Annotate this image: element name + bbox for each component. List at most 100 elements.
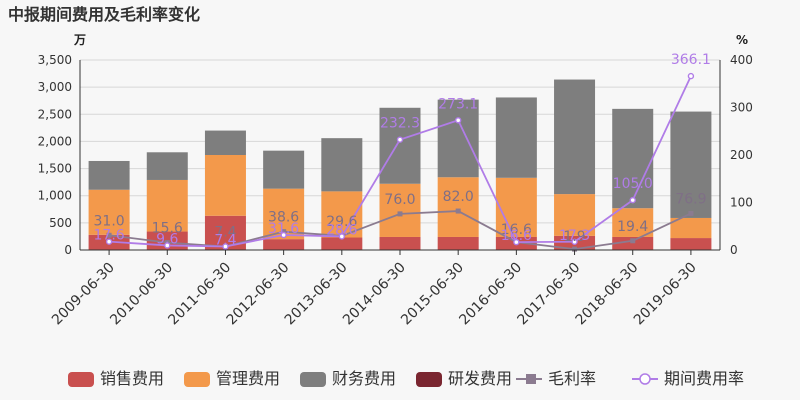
period-point-2 — [222, 243, 229, 250]
bar-1-6 — [437, 177, 479, 237]
legend-admin: 管理费用 — [184, 369, 280, 388]
gross-point-0 — [106, 232, 112, 238]
gross-point-3 — [281, 229, 287, 235]
period-point-10 — [687, 72, 695, 80]
period-label-4: 28.6 — [326, 222, 357, 238]
gross-point-6 — [455, 208, 461, 214]
bar-2-6 — [437, 99, 479, 178]
gross-point-10 — [688, 210, 694, 216]
left-axis-unit: 万 — [73, 33, 86, 47]
chart-title: 中报期间费用及毛利率变化 — [8, 5, 200, 24]
bar-0-9 — [612, 236, 654, 250]
gross-label-8: 1.9 — [563, 229, 585, 245]
left-tick-label-0: 0 — [64, 243, 72, 257]
legend-rd-label: 研发费用 — [448, 369, 512, 388]
gross-label-7: 16.6 — [501, 222, 532, 238]
gross-label-10: 76.9 — [675, 191, 706, 207]
label-layer: 31.0 15.6 7.4 38.6 29.6 76.0 82.0 16.6 1.9 19.4 76… — [94, 52, 711, 248]
legend-period-rate-marker — [639, 373, 651, 385]
gross-label-3: 38.6 — [268, 210, 299, 226]
legend-admin-label: 管理费用 — [216, 369, 280, 388]
period-point-0 — [105, 238, 113, 245]
legend-finance-swatch — [300, 372, 326, 387]
bar-1-0 — [88, 189, 130, 235]
left-tick-label-6: 3,000 — [38, 80, 72, 94]
left-tick-label-1: 500 — [49, 216, 72, 230]
bar-2-8 — [554, 79, 596, 195]
period-label-6: 273.1 — [438, 96, 478, 112]
period-label-9: 105.0 — [613, 176, 653, 192]
gross-point-9 — [630, 238, 636, 244]
legend-rd-swatch — [416, 372, 442, 387]
gross-label-5: 76.0 — [384, 192, 415, 208]
gross-point-5 — [397, 211, 403, 217]
legend-finance: 财务费用 — [300, 369, 396, 388]
right-tick-label-2: 200 — [730, 148, 753, 162]
period-label-5: 232.3 — [380, 116, 420, 132]
bar-2-1 — [146, 152, 188, 180]
legend-period-rate-label: 期间费用率 — [664, 369, 744, 388]
bar-2-2 — [204, 130, 246, 155]
left-tick-label-7: 3,500 — [38, 53, 72, 67]
legend-rd: 研发费用 — [416, 369, 512, 388]
line-layer — [105, 72, 695, 252]
bar-2-5 — [379, 107, 421, 184]
bar-2-9 — [612, 108, 654, 209]
legend-gross-margin: 毛利率 — [516, 369, 596, 388]
period-point-7 — [513, 238, 520, 246]
bar-0-3 — [263, 239, 305, 250]
right-tick-label-4: 400 — [730, 53, 753, 67]
legend-sales: 销售费用 — [68, 369, 164, 388]
legend-period-rate: 期间费用率 — [632, 369, 744, 388]
left-tick-label-2: 1,000 — [38, 189, 72, 203]
gross-point-8 — [572, 246, 578, 252]
period-label-10: 366.1 — [671, 52, 711, 68]
period-label-2: 7.4 — [214, 232, 236, 248]
bar-1-5 — [379, 183, 421, 237]
right-tick-label-3: 300 — [730, 101, 753, 115]
period-label-1: 9.6 — [156, 231, 178, 247]
right-tick-label-1: 100 — [730, 196, 753, 210]
bar-0-5 — [379, 236, 421, 250]
bar-1-9 — [612, 208, 654, 237]
period-label-0: 17.6 — [94, 228, 125, 244]
period-label-3: 31.6 — [268, 221, 299, 237]
period-label-8: 17.3 — [559, 228, 590, 244]
period-point-3 — [280, 231, 287, 239]
gross-label-0: 31.0 — [94, 213, 125, 229]
period-point-5 — [396, 136, 404, 143]
period-point-8 — [571, 238, 578, 245]
bar-2-10 — [670, 111, 712, 218]
bar-2-0 — [88, 160, 130, 190]
bar-0-6 — [437, 236, 479, 250]
left-tick-label-4: 2,000 — [38, 134, 72, 148]
legend-gross-margin-marker — [526, 374, 536, 384]
bar-2-4 — [321, 138, 363, 192]
bar-1-1 — [146, 179, 188, 232]
legend-sales-label: 销售费用 — [100, 369, 164, 388]
right-tick-label-0: 0 — [730, 243, 738, 257]
bar-1-8 — [554, 194, 596, 236]
legend-admin-swatch — [184, 372, 210, 387]
bar-1-7 — [495, 177, 537, 237]
period-label-7: 16.6 — [501, 228, 532, 244]
bar-2-7 — [495, 97, 537, 178]
gross-label-1: 15.6 — [152, 221, 183, 237]
right-axis-unit: % — [736, 33, 748, 47]
gross-label-4: 29.6 — [326, 214, 357, 230]
legend-finance-label: 财务费用 — [332, 369, 396, 388]
period-point-9 — [629, 196, 636, 204]
bar-1-10 — [670, 217, 712, 239]
gross-label-2: 7.4 — [214, 224, 236, 240]
bar-layer — [88, 79, 712, 250]
gross-label-6: 82.0 — [443, 189, 474, 205]
period-point-6 — [454, 117, 462, 124]
left-tick-label-3: 1,500 — [38, 162, 72, 176]
legend-sales-swatch — [68, 372, 94, 387]
period-point-1 — [164, 242, 171, 249]
bar-2-3 — [263, 150, 305, 189]
legend-layer: 销售费用 管理费用 财务费用 研发费用 毛利率 期间费用率 — [68, 369, 744, 388]
bar-0-10 — [670, 238, 712, 250]
